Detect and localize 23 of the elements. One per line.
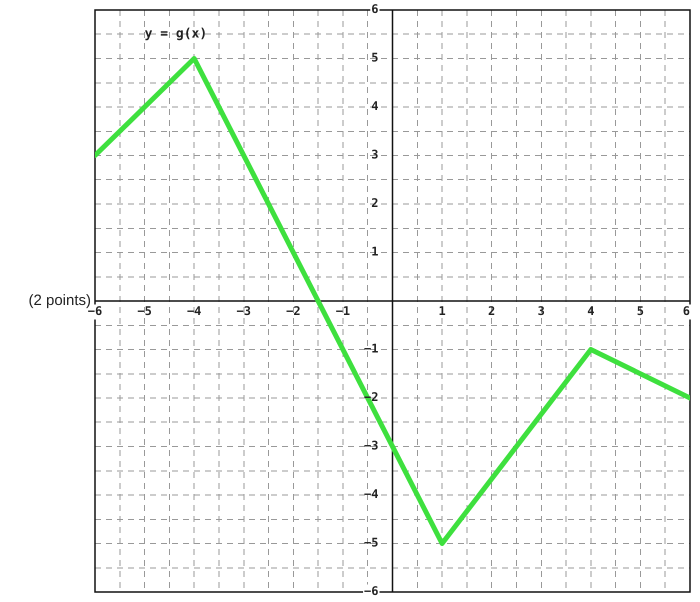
x-tick-label: 1 xyxy=(438,304,446,318)
x-tick-label: 6 xyxy=(682,304,690,318)
annotation: y = g(x) xyxy=(144,26,208,42)
x-tick-label: 3 xyxy=(538,304,545,318)
x-tick-label: −1 xyxy=(336,304,350,318)
x-tick-label: −4 xyxy=(186,304,202,318)
x-tick-label: 5 xyxy=(636,304,644,318)
x-tick-label: 2 xyxy=(488,304,496,318)
y-tick-label: 5 xyxy=(371,50,378,65)
y-tick-label: 6 xyxy=(371,2,378,16)
y-tick-label: −3 xyxy=(364,438,378,453)
y-tick-label: −6 xyxy=(364,584,378,598)
y-tick-label: 3 xyxy=(371,148,378,162)
y-tick-label: −5 xyxy=(364,536,378,550)
y-tick-label: −1 xyxy=(364,342,378,356)
y-tick-label: 2 xyxy=(371,196,378,210)
y-tick-label: −4 xyxy=(364,487,378,502)
x-tick-label: 4 xyxy=(587,304,594,318)
y-tick-label: 4 xyxy=(371,99,378,114)
y-tick-label: 1 xyxy=(371,244,378,259)
x-tick-label: −3 xyxy=(236,304,251,318)
x-tick-label: −2 xyxy=(286,304,301,318)
x-tick-label: −5 xyxy=(137,304,152,318)
